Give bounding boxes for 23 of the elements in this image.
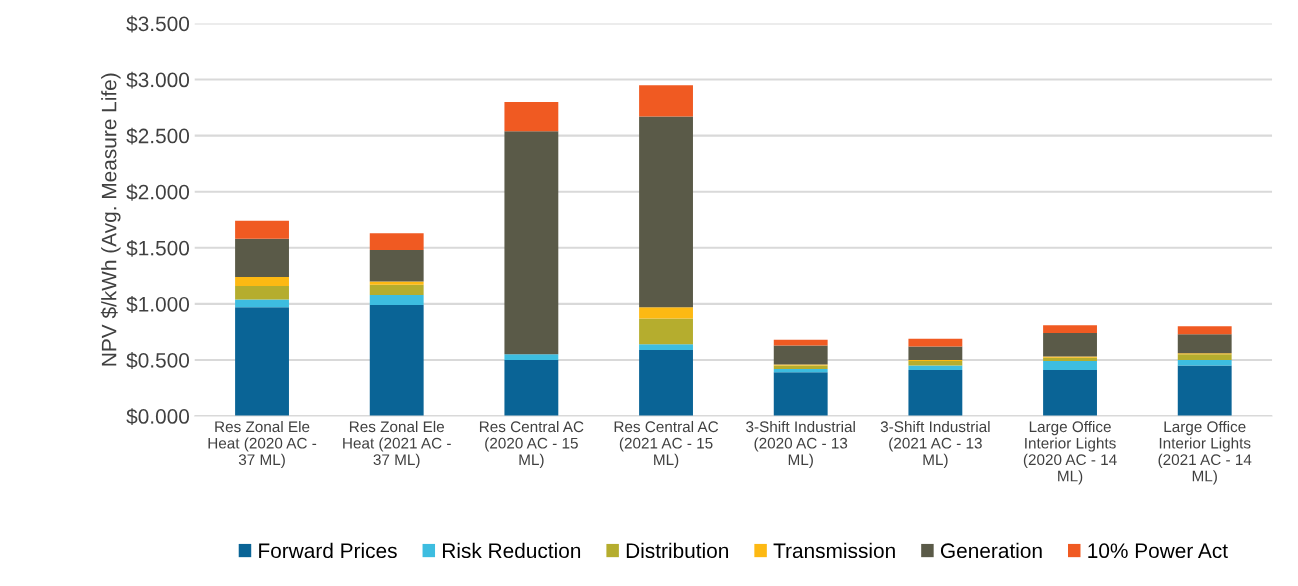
- x-tick-label: 3-Shift Industrial (2020 AC - 13 ML): [746, 420, 855, 469]
- y-axis-title: NPV $/kWh (Avg. Measure Life): [100, 73, 121, 366]
- y-tick-label: $1.500: [126, 239, 190, 257]
- legend-label: Risk Reduction: [443, 542, 581, 559]
- y-tick-label: $2.000: [126, 183, 190, 201]
- x-tick-label: Res Central AC (2021 AC - 15 ML): [614, 420, 719, 469]
- legend-label: Forward Prices: [259, 542, 397, 559]
- legend-label: Transmission: [773, 542, 895, 559]
- legend-label: 10% Power Act: [1088, 543, 1228, 559]
- y-tick-label: $1.000: [126, 296, 190, 313]
- y-tick-label: $0.000: [126, 408, 190, 426]
- x-tick-label: Res Zonal Ele Heat (2021 AC - 37 ML): [343, 420, 451, 469]
- legend-label: Distribution: [626, 542, 728, 559]
- legend-label: Generation: [940, 542, 1042, 559]
- y-tick-label: $3.500: [126, 15, 190, 33]
- y-tick-label: $2.500: [126, 127, 190, 145]
- x-tick-label: Large Office Interior Lights (2021 AC - 14 ML): [1158, 420, 1252, 485]
- y-tick-label: $0.500: [126, 352, 190, 369]
- y-tick-label: $3.000: [126, 71, 190, 89]
- x-tick-label: Res Zonal Ele Heat (2020 AC - 37 ML): [208, 420, 317, 469]
- x-tick-label: Res Central AC (2020 AC - 15 ML): [479, 420, 584, 469]
- x-tick-label: Large Office Interior Lights (2020 AC - 14 ML): [1023, 420, 1117, 485]
- x-tick-label: 3-Shift Industrial (2021 AC - 13 ML): [880, 420, 990, 469]
